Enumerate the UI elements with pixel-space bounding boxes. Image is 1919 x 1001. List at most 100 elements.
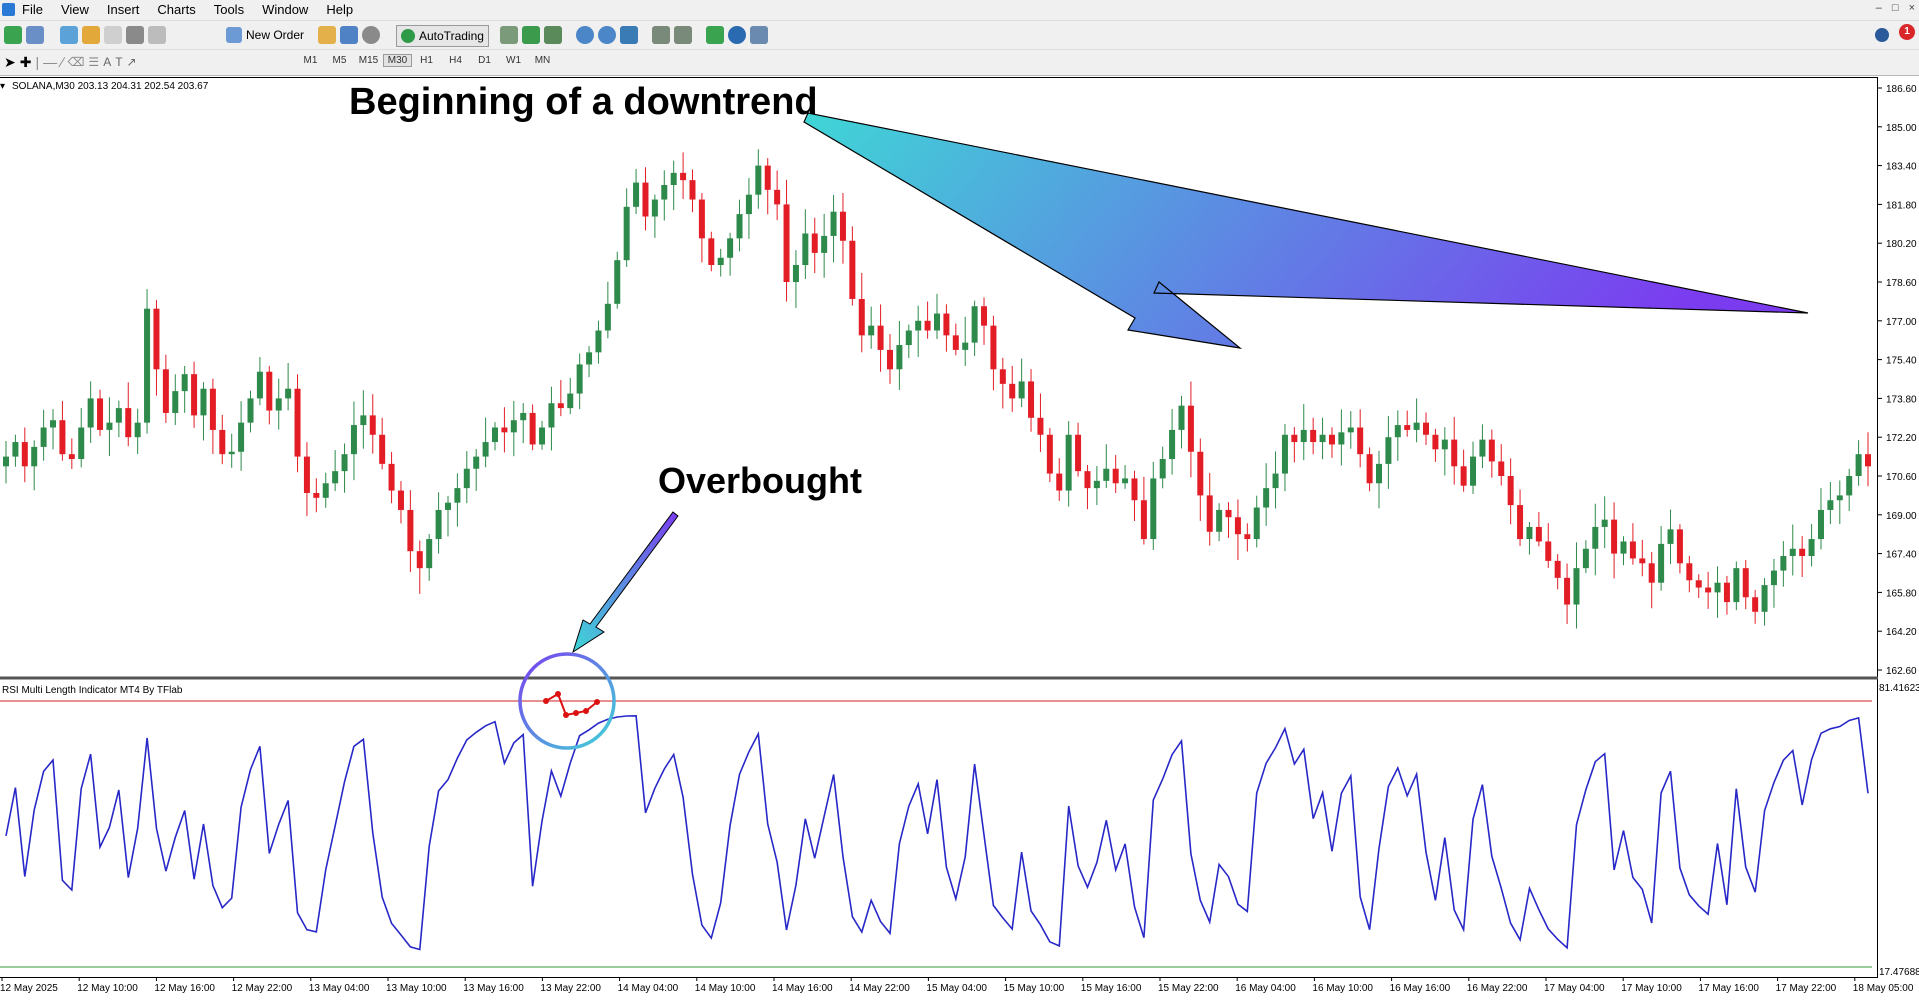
new-order-button[interactable]: New Order (226, 25, 304, 45)
symbol-dropdown-icon[interactable]: ▾ (0, 81, 5, 92)
trendline-icon[interactable]: ∕ (61, 54, 64, 70)
timeframe-m30[interactable]: M30 (383, 54, 412, 67)
timeframe-w1[interactable]: W1 (506, 55, 521, 66)
candle-body (1159, 459, 1166, 479)
timeframe-h1[interactable]: H1 (420, 55, 433, 66)
menu-help[interactable]: Help (326, 2, 354, 17)
candle-body (1366, 454, 1373, 484)
menu-view[interactable]: View (60, 2, 89, 17)
profiles-icon[interactable] (26, 26, 44, 44)
candle-body (1667, 529, 1674, 544)
terminal-icon[interactable] (126, 26, 144, 44)
candle-body (1075, 434, 1082, 472)
candle-body (1752, 597, 1759, 612)
chart-canvas[interactable]: ▾ SOLANA,M30 203.13 204.31 202.54 203.67… (0, 76, 1919, 996)
candle-body (68, 454, 75, 460)
new-chart-icon[interactable] (4, 26, 22, 44)
candle-body (830, 211, 837, 236)
overbought-marker (583, 708, 589, 714)
autoscroll-icon[interactable] (674, 26, 692, 44)
candle-body (614, 260, 621, 304)
candle-body (708, 238, 715, 266)
candle-body (435, 509, 442, 540)
candle-body (1451, 439, 1458, 467)
menu-window[interactable]: Window (262, 2, 309, 17)
candlestick-icon[interactable] (522, 26, 540, 44)
bar-chart-icon[interactable] (500, 26, 518, 44)
line-chart-icon[interactable] (544, 26, 562, 44)
menu-insert[interactable]: Insert (106, 2, 140, 17)
candle-body (1357, 427, 1364, 455)
minimize-icon[interactable]: – (1875, 2, 1882, 14)
candle-body (1836, 495, 1843, 501)
candle-body (727, 238, 734, 258)
notification-badge[interactable]: 1 (1899, 24, 1915, 40)
cursor-icon[interactable]: ➤ (4, 53, 16, 70)
zoom-in-icon[interactable] (576, 26, 594, 44)
candle-body (1488, 439, 1495, 462)
candle-body (1545, 541, 1552, 561)
timeframe-m15[interactable]: M15 (358, 55, 379, 66)
timeframe-d1[interactable]: D1 (478, 55, 491, 66)
candle-body (1187, 405, 1194, 452)
chart-window[interactable]: ▾ SOLANA,M30 203.13 204.31 202.54 203.67… (0, 76, 1919, 996)
channel-icon[interactable]: ⌫ (67, 55, 85, 69)
candle-body (1564, 577, 1571, 605)
candle-body (1084, 471, 1091, 489)
candle-body (1479, 439, 1486, 457)
candle-body (1470, 456, 1477, 486)
arrows-icon[interactable]: ↗ (126, 55, 137, 69)
menu-tools[interactable]: Tools (213, 2, 245, 17)
candle-body (1592, 526, 1599, 549)
candle-body (698, 199, 705, 239)
candle-body (774, 189, 781, 205)
metaeditor-icon[interactable] (318, 26, 336, 44)
text-icon[interactable]: A (103, 55, 112, 69)
candle-body (1620, 541, 1627, 554)
candle-body (943, 313, 950, 336)
candle-body (1742, 568, 1749, 598)
search-icon[interactable] (1875, 28, 1889, 42)
crosshair-icon[interactable]: ✚ (19, 53, 32, 70)
market-watch-icon[interactable] (60, 26, 78, 44)
autotrading-button[interactable]: AutoTrading (396, 25, 489, 47)
templates-icon[interactable] (750, 26, 768, 44)
candle-body (1028, 381, 1035, 418)
menu-charts[interactable]: Charts (157, 2, 196, 17)
strategy-tester-icon[interactable] (148, 26, 166, 44)
candle-body (379, 434, 386, 464)
candle-body (905, 330, 912, 346)
indicators-icon[interactable] (706, 26, 724, 44)
timeframe-mn[interactable]: MN (534, 55, 551, 66)
label-icon[interactable]: T (115, 55, 123, 69)
timeframe-m1[interactable]: M1 (303, 55, 318, 66)
horizontal-line-icon[interactable]: — (43, 54, 58, 70)
timeframe-m5[interactable]: M5 (332, 55, 347, 66)
candle-body (40, 427, 47, 447)
candle-body (115, 408, 122, 423)
tile-windows-icon[interactable] (620, 26, 638, 44)
signals-icon[interactable] (340, 26, 358, 44)
overbought-marker (563, 712, 569, 718)
market-icon[interactable] (362, 26, 380, 44)
time-label: 16 May 10:00 (1312, 983, 1373, 994)
candle-body (680, 172, 687, 181)
chart-shift-icon[interactable] (652, 26, 670, 44)
data-window-icon[interactable] (82, 26, 100, 44)
periods-icon[interactable] (728, 26, 746, 44)
navigator-icon[interactable] (104, 26, 122, 44)
candle-body (1432, 434, 1439, 450)
close-icon[interactable]: × (1908, 2, 1915, 14)
zoom-out-icon[interactable] (598, 26, 616, 44)
candle-body (426, 539, 433, 569)
time-label: 17 May 22:00 (1776, 983, 1837, 994)
menu-file[interactable]: File (22, 2, 43, 17)
fibonacci-icon[interactable]: ☰ (88, 55, 100, 69)
candle-body (839, 211, 846, 241)
restore-icon[interactable]: □ (1891, 2, 1899, 14)
vertical-line-icon[interactable]: | (35, 54, 40, 70)
candle-body (623, 206, 630, 261)
timeframe-h4[interactable]: H4 (449, 55, 462, 66)
candle-body (1404, 425, 1411, 430)
candle-body (87, 398, 94, 428)
